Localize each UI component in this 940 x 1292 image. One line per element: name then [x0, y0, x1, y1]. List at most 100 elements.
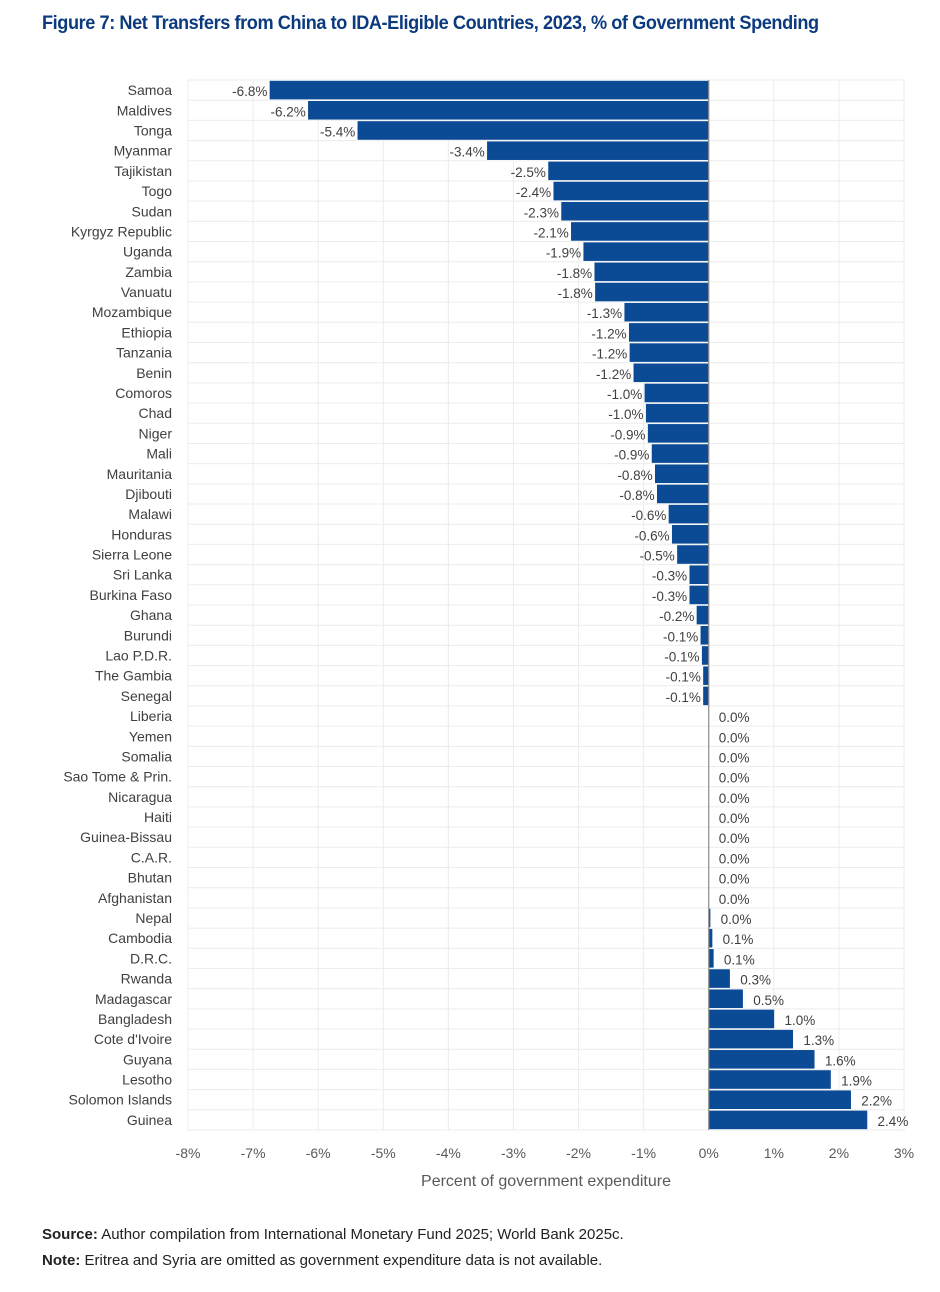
x-tick-label: -1% [631, 1145, 656, 1161]
data-label: -2.5% [511, 165, 546, 180]
data-label: -0.1% [664, 649, 699, 664]
category-label: Burundi [124, 627, 172, 643]
bar [708, 988, 744, 1009]
data-label: 0.0% [719, 710, 750, 725]
data-label: -1.2% [591, 326, 626, 341]
bar [708, 1029, 794, 1050]
data-label: -0.3% [652, 589, 687, 604]
bar [269, 80, 710, 100]
data-label: -6.8% [232, 84, 267, 99]
data-label: 0.0% [721, 912, 752, 927]
bar [547, 160, 710, 181]
bar [701, 645, 710, 666]
category-label: D.R.C. [130, 950, 172, 966]
bar [708, 968, 731, 989]
data-label: -2.3% [524, 205, 559, 220]
data-label: -1.2% [592, 347, 627, 362]
bar [702, 665, 710, 686]
bar [628, 322, 710, 343]
bar [708, 1049, 816, 1070]
bar [656, 484, 710, 504]
bar [654, 463, 710, 484]
data-label: -0.6% [631, 508, 666, 523]
bar [708, 1089, 852, 1110]
note-text: Eritrea and Syria are omitted as governm… [80, 1252, 603, 1269]
chart-title: Figure 7: Net Transfers from China to ID… [42, 12, 819, 34]
data-label: -0.1% [663, 629, 698, 644]
bar [623, 302, 710, 323]
category-label: Mali [146, 446, 172, 462]
data-label: 0.0% [719, 791, 750, 806]
category-label: Mozambique [92, 304, 172, 320]
category-label: Honduras [111, 526, 172, 542]
data-label: -1.2% [596, 367, 631, 382]
data-label: -0.1% [666, 690, 701, 705]
bar [632, 362, 710, 383]
x-tick-label: -5% [371, 1145, 396, 1161]
category-label: Chad [139, 405, 172, 421]
category-label: Benin [136, 365, 172, 381]
x-axis-title: Percent of government expenditure [421, 1173, 671, 1190]
category-label: Guinea [127, 1112, 172, 1128]
x-axis-tick-labels: -8% -7% -6% -5% -4% -3% -2% -1% 0% 1% 2% 3% [176, 1145, 915, 1161]
category-label: Myanmar [114, 143, 173, 159]
data-label: 0.0% [719, 730, 750, 745]
category-label: Cambodia [108, 930, 172, 946]
bar [570, 221, 710, 242]
bar [668, 504, 710, 525]
category-label: Yemen [129, 728, 172, 744]
category-label: Kyrgyz Republic [71, 223, 172, 239]
bar [699, 625, 710, 646]
data-label: 2.4% [878, 1114, 909, 1129]
category-label: Djibouti [125, 486, 172, 502]
note-label: Note: [42, 1252, 81, 1269]
bar [688, 585, 710, 605]
category-label: Cote d'Ivoire [94, 1031, 172, 1047]
category-label: Togo [142, 183, 173, 199]
data-label: -1.0% [607, 387, 642, 402]
bar [671, 524, 710, 545]
category-label: Niger [139, 425, 173, 441]
source-label: Source: [42, 1226, 98, 1243]
data-label: -0.8% [617, 468, 652, 483]
source-text: Author compilation from International Mo… [97, 1226, 624, 1243]
data-label: 1.9% [841, 1074, 872, 1089]
bars [269, 80, 868, 1130]
footnote: Note: Eritrea and Syria are omitted as g… [42, 1252, 602, 1269]
x-tick-label: 1% [764, 1145, 784, 1161]
category-label: Bhutan [128, 870, 172, 886]
x-tick-label: 2% [829, 1145, 849, 1161]
bar [702, 685, 710, 706]
category-label: Solomon Islands [68, 1092, 172, 1108]
category-label: C.A.R. [131, 849, 172, 865]
x-tick-label: 3% [894, 1145, 914, 1161]
category-label: Nepal [135, 910, 172, 926]
bar [486, 140, 710, 161]
category-label: Somalia [121, 748, 172, 764]
category-label: Malawi [128, 506, 172, 522]
category-label: Rwanda [121, 971, 173, 987]
data-label: 1.3% [803, 1033, 834, 1048]
data-label: -0.3% [652, 569, 687, 584]
category-label: Tajikistan [114, 163, 172, 179]
x-tick-label: -6% [306, 1145, 331, 1161]
bar [594, 282, 710, 302]
data-label: -3.4% [449, 145, 484, 160]
data-label: -1.8% [557, 266, 592, 281]
data-labels: -6.8%-6.2% -5.4% -3.4% -2.5% -2.4% -2.3% -2.1%… [232, 84, 908, 1129]
category-label: Mauritania [107, 466, 173, 482]
data-label: -0.5% [640, 549, 675, 564]
data-label: 0.0% [719, 750, 750, 765]
bar [552, 181, 710, 201]
category-label: Burkina Faso [90, 587, 173, 603]
bar [560, 201, 710, 222]
bar [708, 948, 715, 969]
category-label: Guinea-Bissau [80, 829, 172, 845]
bar [708, 1069, 832, 1090]
data-label: -0.1% [666, 670, 701, 685]
data-label: -0.8% [619, 488, 654, 503]
data-label: -6.2% [270, 104, 305, 119]
bar [593, 261, 710, 282]
data-label: 0.1% [723, 932, 754, 947]
bar [708, 1009, 775, 1029]
